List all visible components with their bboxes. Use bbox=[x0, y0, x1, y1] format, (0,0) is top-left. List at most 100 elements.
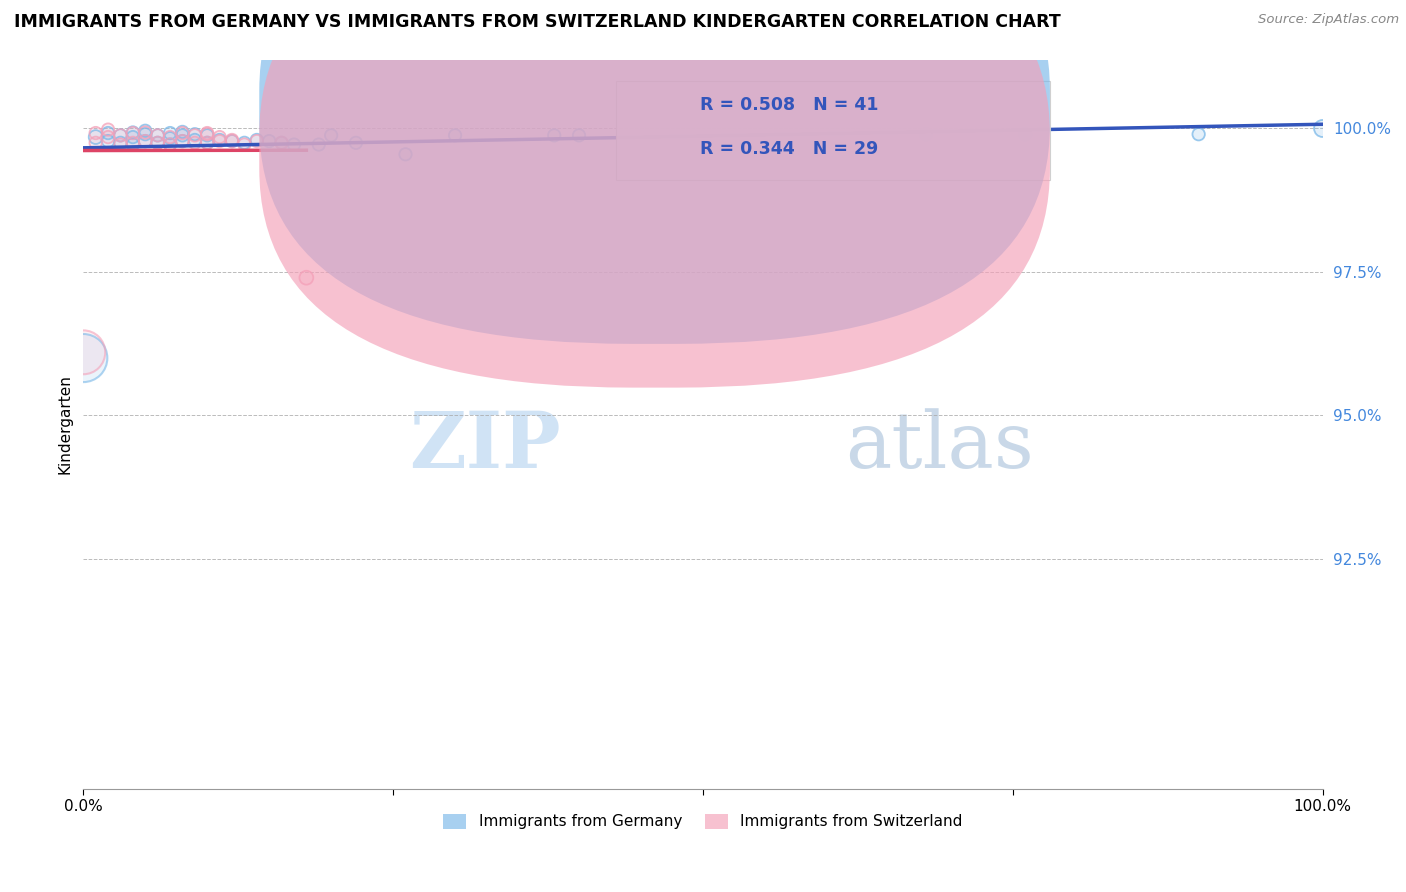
Point bbox=[146, 128, 169, 143]
Point bbox=[159, 137, 181, 152]
Point bbox=[270, 136, 292, 150]
Point bbox=[110, 128, 132, 143]
Point bbox=[184, 128, 207, 143]
Point bbox=[172, 125, 194, 139]
Point bbox=[159, 130, 181, 145]
Point bbox=[84, 130, 107, 145]
Point bbox=[121, 136, 143, 150]
Point bbox=[146, 136, 169, 150]
Point bbox=[195, 126, 218, 140]
Point bbox=[110, 136, 132, 150]
Point bbox=[1312, 121, 1334, 136]
Point bbox=[159, 131, 181, 145]
Point bbox=[444, 128, 467, 143]
Point bbox=[321, 128, 343, 143]
Point bbox=[233, 137, 256, 152]
Point bbox=[915, 127, 938, 141]
Legend: Immigrants from Germany, Immigrants from Switzerland: Immigrants from Germany, Immigrants from… bbox=[437, 808, 969, 836]
Point bbox=[134, 124, 156, 138]
Text: R = 0.344   N = 29: R = 0.344 N = 29 bbox=[700, 140, 879, 158]
Point bbox=[134, 134, 156, 148]
FancyBboxPatch shape bbox=[259, 0, 1050, 388]
Point bbox=[97, 130, 120, 145]
Point bbox=[208, 130, 231, 145]
FancyBboxPatch shape bbox=[259, 0, 1050, 344]
Point bbox=[344, 136, 367, 150]
Point bbox=[221, 133, 243, 147]
Point bbox=[172, 134, 194, 148]
Point bbox=[208, 133, 231, 147]
Point bbox=[172, 134, 194, 148]
Point bbox=[295, 270, 318, 285]
Point bbox=[172, 134, 194, 148]
Point bbox=[134, 126, 156, 140]
Point bbox=[159, 126, 181, 140]
Point bbox=[233, 136, 256, 150]
Point bbox=[134, 134, 156, 148]
Point bbox=[134, 124, 156, 138]
Point bbox=[159, 137, 181, 152]
Point bbox=[110, 128, 132, 143]
Point bbox=[543, 128, 565, 143]
Point bbox=[283, 137, 305, 152]
Point bbox=[394, 147, 416, 161]
Point bbox=[72, 351, 94, 365]
Point bbox=[195, 136, 218, 150]
Point bbox=[121, 137, 143, 152]
Point bbox=[195, 136, 218, 150]
Point bbox=[146, 128, 169, 143]
Point bbox=[221, 134, 243, 148]
Point bbox=[110, 137, 132, 152]
Point bbox=[257, 134, 280, 148]
Point bbox=[97, 126, 120, 140]
Point bbox=[246, 134, 269, 148]
Point bbox=[233, 136, 256, 150]
Point bbox=[246, 133, 269, 147]
Point bbox=[246, 133, 269, 147]
Point bbox=[110, 136, 132, 150]
Point bbox=[134, 134, 156, 148]
Point bbox=[1014, 127, 1036, 141]
Point bbox=[97, 126, 120, 140]
Point bbox=[84, 136, 107, 150]
Point bbox=[184, 127, 207, 141]
Point bbox=[146, 136, 169, 150]
Point bbox=[270, 136, 292, 150]
Point bbox=[72, 345, 94, 359]
Point bbox=[110, 137, 132, 152]
Point bbox=[195, 126, 218, 140]
Point bbox=[121, 126, 143, 140]
Point bbox=[1188, 127, 1211, 141]
Point bbox=[121, 130, 143, 145]
Point bbox=[344, 136, 367, 150]
Point bbox=[308, 137, 330, 152]
Point bbox=[321, 128, 343, 143]
Point bbox=[172, 125, 194, 139]
Point bbox=[184, 127, 207, 141]
Point bbox=[208, 134, 231, 148]
Bar bbox=[616, 81, 1050, 180]
Point bbox=[172, 126, 194, 140]
Point bbox=[121, 130, 143, 145]
Point bbox=[257, 134, 280, 148]
Text: Source: ZipAtlas.com: Source: ZipAtlas.com bbox=[1258, 13, 1399, 27]
Point bbox=[72, 351, 94, 365]
Point bbox=[184, 136, 207, 150]
Point bbox=[394, 147, 416, 161]
Point bbox=[97, 122, 120, 136]
Point bbox=[221, 134, 243, 148]
Point bbox=[84, 130, 107, 145]
Point bbox=[195, 127, 218, 141]
Point bbox=[146, 128, 169, 143]
Point bbox=[233, 137, 256, 152]
Point bbox=[246, 134, 269, 148]
Point bbox=[110, 128, 132, 143]
Point bbox=[195, 127, 218, 141]
Point bbox=[84, 136, 107, 150]
Point bbox=[184, 133, 207, 147]
Point bbox=[208, 134, 231, 148]
Text: R = 0.508   N = 41: R = 0.508 N = 41 bbox=[700, 96, 879, 114]
Point bbox=[159, 137, 181, 152]
Point bbox=[172, 134, 194, 148]
Point bbox=[184, 136, 207, 150]
